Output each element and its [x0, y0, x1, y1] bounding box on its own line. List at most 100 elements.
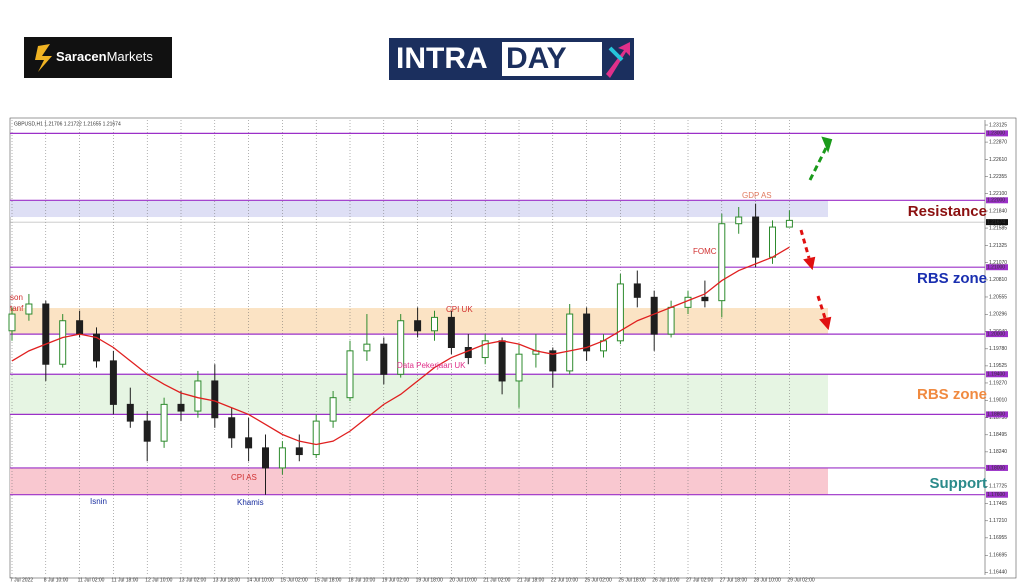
zone-label: Support	[930, 475, 988, 492]
candle-body	[583, 313, 591, 352]
zone	[10, 467, 828, 495]
candle-body	[481, 340, 489, 359]
candle-body	[143, 420, 151, 442]
candle-body	[42, 303, 50, 365]
y-tick-label: 1.18240	[989, 449, 1007, 455]
candle-body	[8, 313, 16, 332]
x-tick-label: 29 Jul 02:00	[787, 577, 814, 583]
candle-body	[718, 223, 726, 302]
y-tick-label: 1.17725	[989, 484, 1007, 490]
x-tick-label: 27 Jul 02:00	[686, 577, 713, 583]
y-tick-label: 1.22870	[989, 139, 1007, 145]
candle-body	[25, 303, 33, 315]
y-tick-label: 1.21585	[989, 225, 1007, 231]
logo-bold: Saracen	[56, 49, 107, 64]
candle-body	[414, 320, 422, 332]
candle-body	[785, 219, 793, 228]
y-tick-label: 1.21840	[989, 208, 1007, 214]
arrow-down	[816, 295, 827, 319]
zone-label: Resistance	[908, 203, 987, 220]
arrow-head	[821, 136, 833, 153]
x-tick-label: 21 Jul 02:00	[483, 577, 510, 583]
price-box	[986, 219, 1008, 226]
candle-body	[752, 216, 760, 258]
level-box	[986, 464, 1008, 471]
y-tick-label: 1.21070	[989, 260, 1007, 266]
candle-body	[633, 283, 641, 298]
x-tick-label: 19 Jul 02:00	[382, 577, 409, 583]
candle-body	[228, 417, 236, 439]
x-tick-label: 20 Jul 10:00	[449, 577, 476, 583]
x-tick-label: 26 Jul 10:00	[652, 577, 679, 583]
annotation: FOMC	[693, 247, 717, 256]
candle-body	[701, 296, 709, 302]
candle-body	[549, 350, 557, 372]
logo-intra: INTRA	[396, 42, 488, 75]
candle-body	[616, 283, 624, 342]
annotation: Data Pekerjaan UK	[397, 361, 466, 370]
annotation: son	[10, 293, 23, 302]
y-tick-label: 1.20296	[989, 312, 1007, 318]
y-tick-label: 1.21325	[989, 243, 1007, 249]
x-tick-label: 7 Jul 2022	[10, 577, 33, 583]
annotation: Isnin	[90, 497, 107, 506]
candle-body	[464, 347, 472, 359]
annotation: CPI UK	[446, 305, 473, 314]
chart-frame	[9, 117, 1017, 579]
x-tick-label: 22 Jul 10:00	[551, 577, 578, 583]
candle-body	[735, 216, 743, 225]
y-tick-label: 1.20810	[989, 277, 1007, 283]
candle-body	[515, 353, 523, 382]
candle-body	[363, 343, 371, 352]
level-box	[986, 264, 1008, 271]
price-label: 1.21674	[987, 219, 1005, 225]
zone-label: RBS zone	[917, 270, 987, 287]
candle-body	[278, 447, 286, 469]
level-box	[986, 371, 1008, 378]
annotation: tanf	[10, 304, 24, 313]
candle-body	[93, 333, 100, 362]
level-box	[986, 197, 1008, 204]
level-label: 1.23000	[987, 131, 1005, 137]
candle-body	[684, 296, 692, 308]
logo-rest: Markets	[107, 49, 154, 64]
x-tick-label: 27 Jul 18:00	[720, 577, 747, 583]
candle-body	[447, 316, 455, 349]
x-tick-label: 15 Jul 02:00	[280, 577, 307, 583]
annotation: GDP AS	[742, 191, 772, 200]
logo-arrow	[606, 42, 630, 78]
level-box	[986, 411, 1008, 418]
y-tick-label: 1.16955	[989, 535, 1007, 541]
x-tick-label: 12 Jul 10:00	[145, 577, 172, 583]
x-tick-label: 19 Jul 18:00	[416, 577, 443, 583]
y-tick-label: 1.19525	[989, 363, 1007, 369]
candle-body	[126, 403, 134, 422]
y-tick-label: 1.16440	[989, 570, 1007, 576]
x-tick-label: 8 Jul 10:00	[44, 577, 69, 583]
level-box	[986, 491, 1008, 498]
y-tick-label: 1.18495	[989, 432, 1007, 438]
annotation: CPI AS	[231, 473, 257, 482]
candle-body	[295, 447, 303, 456]
candle-body	[397, 320, 405, 375]
x-tick-label: 18 Jul 10:00	[348, 577, 375, 583]
y-tick-label: 1.22610	[989, 157, 1007, 163]
candle-body	[346, 350, 354, 399]
y-tick-label: 1.19780	[989, 346, 1007, 352]
x-tick-label: 25 Jul 02:00	[585, 577, 612, 583]
level-label: 1.22000	[987, 198, 1005, 204]
level-label: 1.19400	[987, 372, 1005, 378]
arrow-head	[803, 256, 816, 271]
x-tick-label: 21 Jul 18:00	[517, 577, 544, 583]
level-label: 1.21000	[987, 265, 1005, 271]
x-tick-label: 14 Jul 10:00	[247, 577, 274, 583]
y-tick-label: 1.16695	[989, 553, 1007, 559]
candle-body	[194, 380, 202, 412]
candle-body	[109, 360, 117, 405]
zone	[10, 200, 828, 218]
annotation: Khamis	[237, 498, 264, 507]
level-label: 1.17600	[987, 492, 1005, 498]
x-tick-label: 25 Jul 18:00	[618, 577, 645, 583]
x-tick-label: 11 Jul 02:00	[78, 577, 105, 583]
